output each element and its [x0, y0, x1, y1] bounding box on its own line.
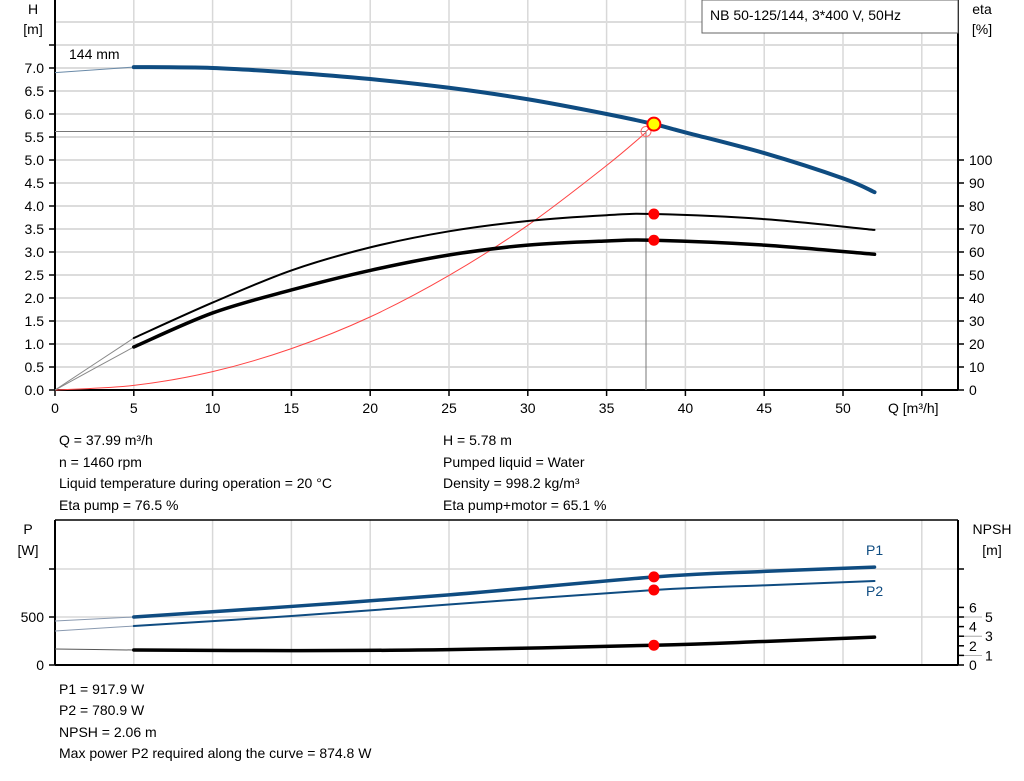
- system-curve: [54, 132, 647, 391]
- duty-point-p2: [648, 584, 660, 596]
- eta-tick-label: 70: [969, 221, 985, 237]
- info-p1: P1 = 917.9 W: [59, 681, 145, 697]
- eta-tick-label: 0: [969, 382, 977, 398]
- chart-title: NB 50-125/144, 3*400 V, 50Hz: [710, 7, 901, 23]
- h-axis-unit: [m]: [23, 21, 42, 37]
- q-tick-label: 5: [130, 400, 138, 416]
- npsh-curve: [132, 635, 877, 653]
- npsh-tick-label: 2: [969, 638, 977, 654]
- h-tick-label: 5.0: [25, 152, 45, 168]
- h-tick-label: 1.0: [25, 336, 45, 352]
- h-tick-label: 4.5: [25, 175, 45, 191]
- eta-tick-label: 60: [969, 244, 985, 260]
- info-pumped-liquid: Pumped liquid = Water: [443, 454, 585, 470]
- p1-curve-extension: [54, 616, 134, 622]
- h-axis-label: H: [28, 1, 38, 17]
- p1-curve: [132, 565, 877, 619]
- eta-axis-label: eta: [972, 1, 992, 17]
- eta-tick-label: 80: [969, 198, 985, 214]
- h-tick-label: 0.5: [25, 359, 45, 375]
- duty-points: [646, 116, 662, 651]
- eta-pump-curve-extension: [54, 337, 135, 391]
- h-tick-label: 6.0: [25, 106, 45, 122]
- duty-point-eta-pump-motor: [648, 234, 660, 246]
- eta-tick-label: 50: [969, 267, 985, 283]
- npsh-tick-label: 5: [985, 609, 993, 625]
- curve-label: 144 mm: [69, 46, 120, 62]
- h-tick-label: 5.5: [25, 129, 45, 145]
- npsh-tick-label: 3: [985, 628, 993, 644]
- p-tick-label: 0: [36, 657, 44, 673]
- h-curve: [131, 65, 877, 195]
- duty-point-p1: [648, 571, 660, 583]
- info-n: n = 1460 rpm: [59, 454, 142, 470]
- npsh-tick-label: 4: [969, 619, 977, 635]
- info-eta-pump-motor: Eta pump+motor = 65.1 %: [443, 497, 606, 513]
- h-tick-label: 1.5: [25, 313, 45, 329]
- npsh-axis-unit: [m]: [982, 542, 1001, 558]
- eta-pump-motor-curve: [132, 238, 877, 349]
- q-axis-label: Q [m³/h]: [888, 400, 939, 416]
- h-tick-label: 6.5: [25, 83, 45, 99]
- q-tick-label: 25: [441, 400, 457, 416]
- duty-point-npsh: [648, 639, 660, 651]
- q-tick-label: 45: [756, 400, 772, 416]
- p2-curve-extension: [54, 625, 134, 632]
- eta-tick-label: 40: [969, 290, 985, 306]
- q-tick-label: 0: [51, 400, 59, 416]
- p-axis-label: P: [23, 521, 32, 537]
- p2-series-label: P2: [866, 583, 883, 599]
- info-max-p2: Max power P2 required along the curve = …: [59, 745, 372, 761]
- grid: [55, 0, 958, 665]
- eta-tick-label: 10: [969, 359, 985, 375]
- info-q: Q = 37.99 m³/h: [59, 432, 153, 448]
- info-h: H = 5.78 m: [443, 432, 512, 448]
- q-tick-label: 30: [520, 400, 536, 416]
- q-tick-label: 40: [678, 400, 694, 416]
- npsh-tick-label: 0: [969, 657, 977, 673]
- q-tick-label: 10: [205, 400, 221, 416]
- info-npsh: NPSH = 2.06 m: [59, 724, 157, 740]
- title-box: [701, 0, 959, 34]
- series: [54, 65, 877, 653]
- requested-point-marker: [640, 125, 652, 137]
- axes: 0 5 10 15 20 25 30 35 40 45 500.00.51.01.52.02.53.…: [21, 0, 993, 673]
- duty-point-eta-pump: [648, 208, 660, 220]
- h-tick-label: 4.0: [25, 198, 45, 214]
- info-p2: P2 = 780.9 W: [59, 702, 145, 718]
- p-axis-unit: [W]: [18, 542, 39, 558]
- h-tick-label: 3.0: [25, 244, 45, 260]
- q-tick-label: 15: [284, 400, 300, 416]
- h-tick-label: 7.0: [25, 60, 45, 76]
- h-tick-label: 2.0: [25, 290, 45, 306]
- eta-tick-label: 90: [969, 175, 985, 191]
- npsh-axis-label: NPSH: [973, 521, 1012, 537]
- h-curve-extension: [54, 66, 134, 74]
- eta-pump-curve: [132, 212, 876, 340]
- eta-pump-motor-curve-extension: [54, 346, 135, 391]
- npsh-tick-label: 6: [969, 599, 977, 615]
- p1-series-label: P1: [866, 542, 883, 558]
- npsh-tick-label: 1: [985, 647, 993, 663]
- h-tick-label: 0.0: [25, 382, 45, 398]
- labels: NB 50-125/144, 3*400 V, 50Hz 144 mm H [m…: [18, 0, 1012, 761]
- eta-tick-label: 100: [969, 152, 993, 168]
- eta-tick-label: 30: [969, 313, 985, 329]
- eta-axis-unit: [%]: [972, 21, 992, 37]
- duty-point-h: [646, 116, 662, 132]
- eta-tick-label: 20: [969, 336, 985, 352]
- q-tick-label: 35: [599, 400, 615, 416]
- info-density: Density = 998.2 kg/m³: [443, 475, 580, 491]
- h-tick-label: 3.5: [25, 221, 45, 237]
- p2-curve: [132, 580, 876, 628]
- q-tick-label: 20: [362, 400, 378, 416]
- p-tick-label: 500: [21, 609, 45, 625]
- h-tick-label: 2.5: [25, 267, 45, 283]
- q-tick-label: 50: [835, 400, 851, 416]
- info-liquid-temp: Liquid temperature during operation = 20…: [59, 475, 332, 491]
- info-eta-pump: Eta pump = 76.5 %: [59, 497, 178, 513]
- npsh-curve-extension: [54, 648, 134, 651]
